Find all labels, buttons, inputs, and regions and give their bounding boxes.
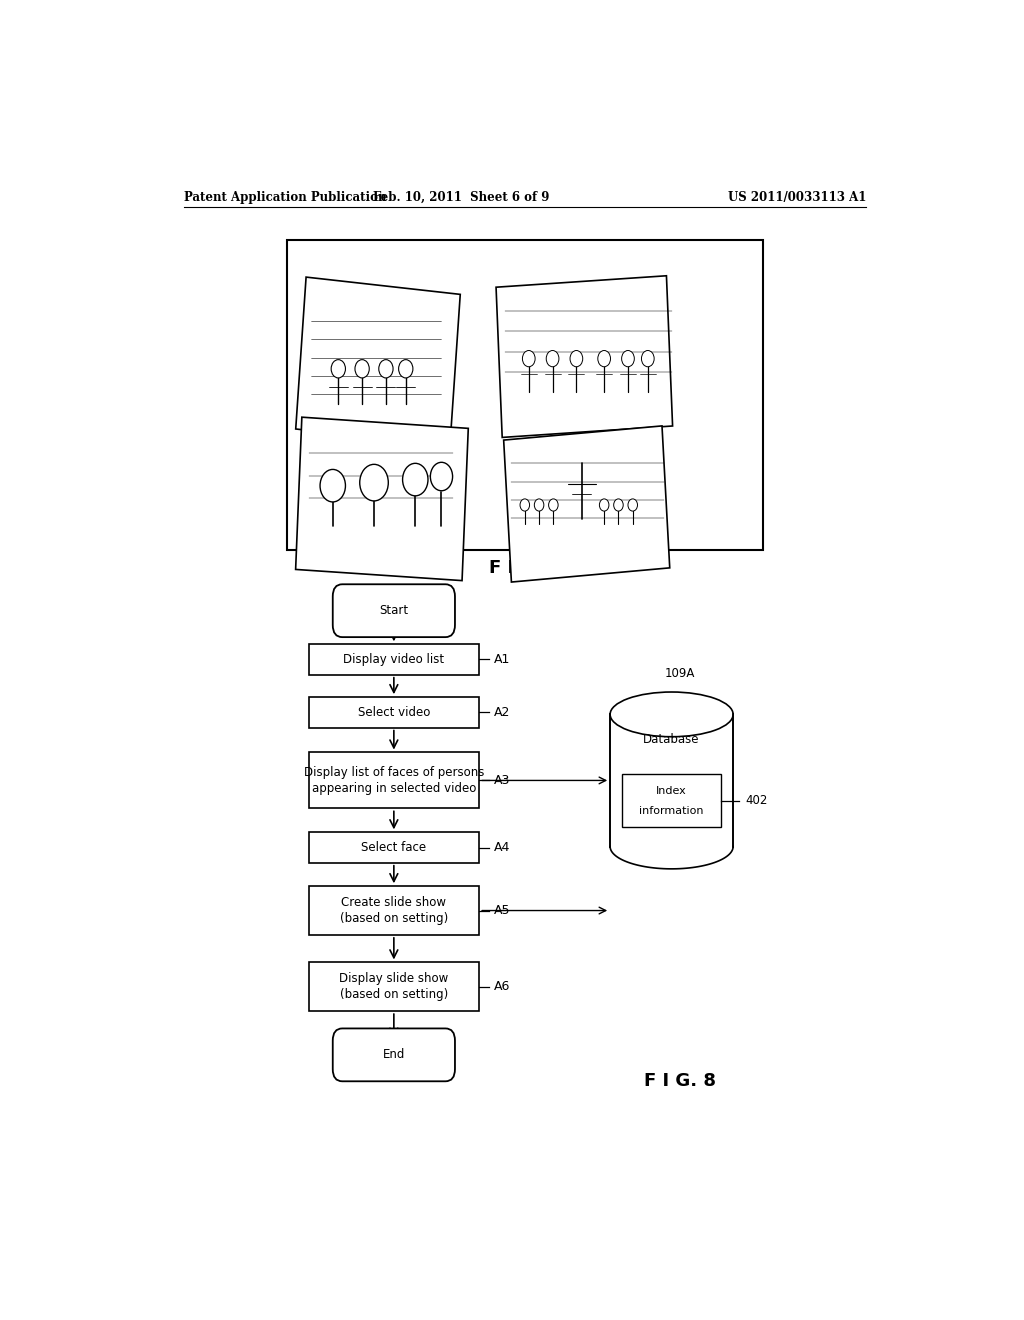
Circle shape	[546, 351, 559, 367]
Circle shape	[398, 359, 413, 378]
Text: Display video list: Display video list	[343, 653, 444, 667]
Text: Display slide show: Display slide show	[339, 972, 449, 985]
FancyBboxPatch shape	[308, 962, 479, 1011]
Circle shape	[535, 499, 544, 511]
Text: US 2011/0033113 A1: US 2011/0033113 A1	[728, 190, 866, 203]
FancyBboxPatch shape	[308, 644, 479, 675]
FancyBboxPatch shape	[622, 775, 721, 828]
Text: Index: Index	[656, 785, 687, 796]
FancyBboxPatch shape	[308, 833, 479, 863]
Circle shape	[520, 499, 529, 511]
Text: A4: A4	[494, 841, 510, 854]
Circle shape	[641, 351, 654, 367]
Circle shape	[628, 499, 638, 511]
Text: A5: A5	[494, 904, 510, 917]
Text: Database: Database	[643, 734, 699, 746]
Circle shape	[622, 351, 634, 367]
Text: Feb. 10, 2011  Sheet 6 of 9: Feb. 10, 2011 Sheet 6 of 9	[373, 190, 550, 203]
Text: A2: A2	[494, 706, 510, 719]
Text: Select face: Select face	[361, 841, 426, 854]
Text: A1: A1	[494, 653, 510, 667]
FancyBboxPatch shape	[308, 697, 479, 727]
Circle shape	[570, 351, 583, 367]
Circle shape	[359, 465, 388, 500]
Circle shape	[331, 359, 345, 378]
FancyBboxPatch shape	[308, 886, 479, 935]
Text: information: information	[639, 807, 703, 816]
FancyBboxPatch shape	[610, 714, 733, 846]
Text: 402: 402	[745, 795, 767, 808]
Text: appearing in selected video: appearing in selected video	[311, 781, 476, 795]
Text: A6: A6	[494, 981, 510, 993]
Text: Patent Application Publication: Patent Application Publication	[183, 190, 386, 203]
Polygon shape	[504, 426, 670, 582]
Circle shape	[598, 351, 610, 367]
Text: End: End	[383, 1048, 406, 1061]
FancyBboxPatch shape	[287, 240, 763, 549]
Text: A3: A3	[494, 774, 510, 787]
Circle shape	[379, 359, 393, 378]
Text: Start: Start	[379, 605, 409, 618]
Circle shape	[522, 351, 536, 367]
Text: (based on setting): (based on setting)	[340, 989, 447, 1002]
Ellipse shape	[610, 692, 733, 737]
Circle shape	[599, 499, 609, 511]
Circle shape	[321, 470, 345, 502]
Text: (based on setting): (based on setting)	[340, 912, 447, 925]
Circle shape	[355, 359, 370, 378]
Circle shape	[613, 499, 624, 511]
Text: Display list of faces of persons: Display list of faces of persons	[304, 766, 484, 779]
Text: F I G. 7: F I G. 7	[488, 558, 561, 577]
FancyBboxPatch shape	[333, 1028, 455, 1081]
Text: 109A: 109A	[665, 667, 694, 680]
Text: Select video: Select video	[357, 706, 430, 719]
Circle shape	[549, 499, 558, 511]
Polygon shape	[296, 417, 468, 581]
Circle shape	[430, 462, 453, 491]
Circle shape	[402, 463, 428, 496]
FancyBboxPatch shape	[333, 585, 455, 638]
Polygon shape	[296, 277, 460, 446]
FancyBboxPatch shape	[308, 752, 479, 808]
Polygon shape	[496, 276, 673, 437]
Text: Create slide show: Create slide show	[341, 896, 446, 909]
Text: F I G. 8: F I G. 8	[643, 1072, 716, 1090]
